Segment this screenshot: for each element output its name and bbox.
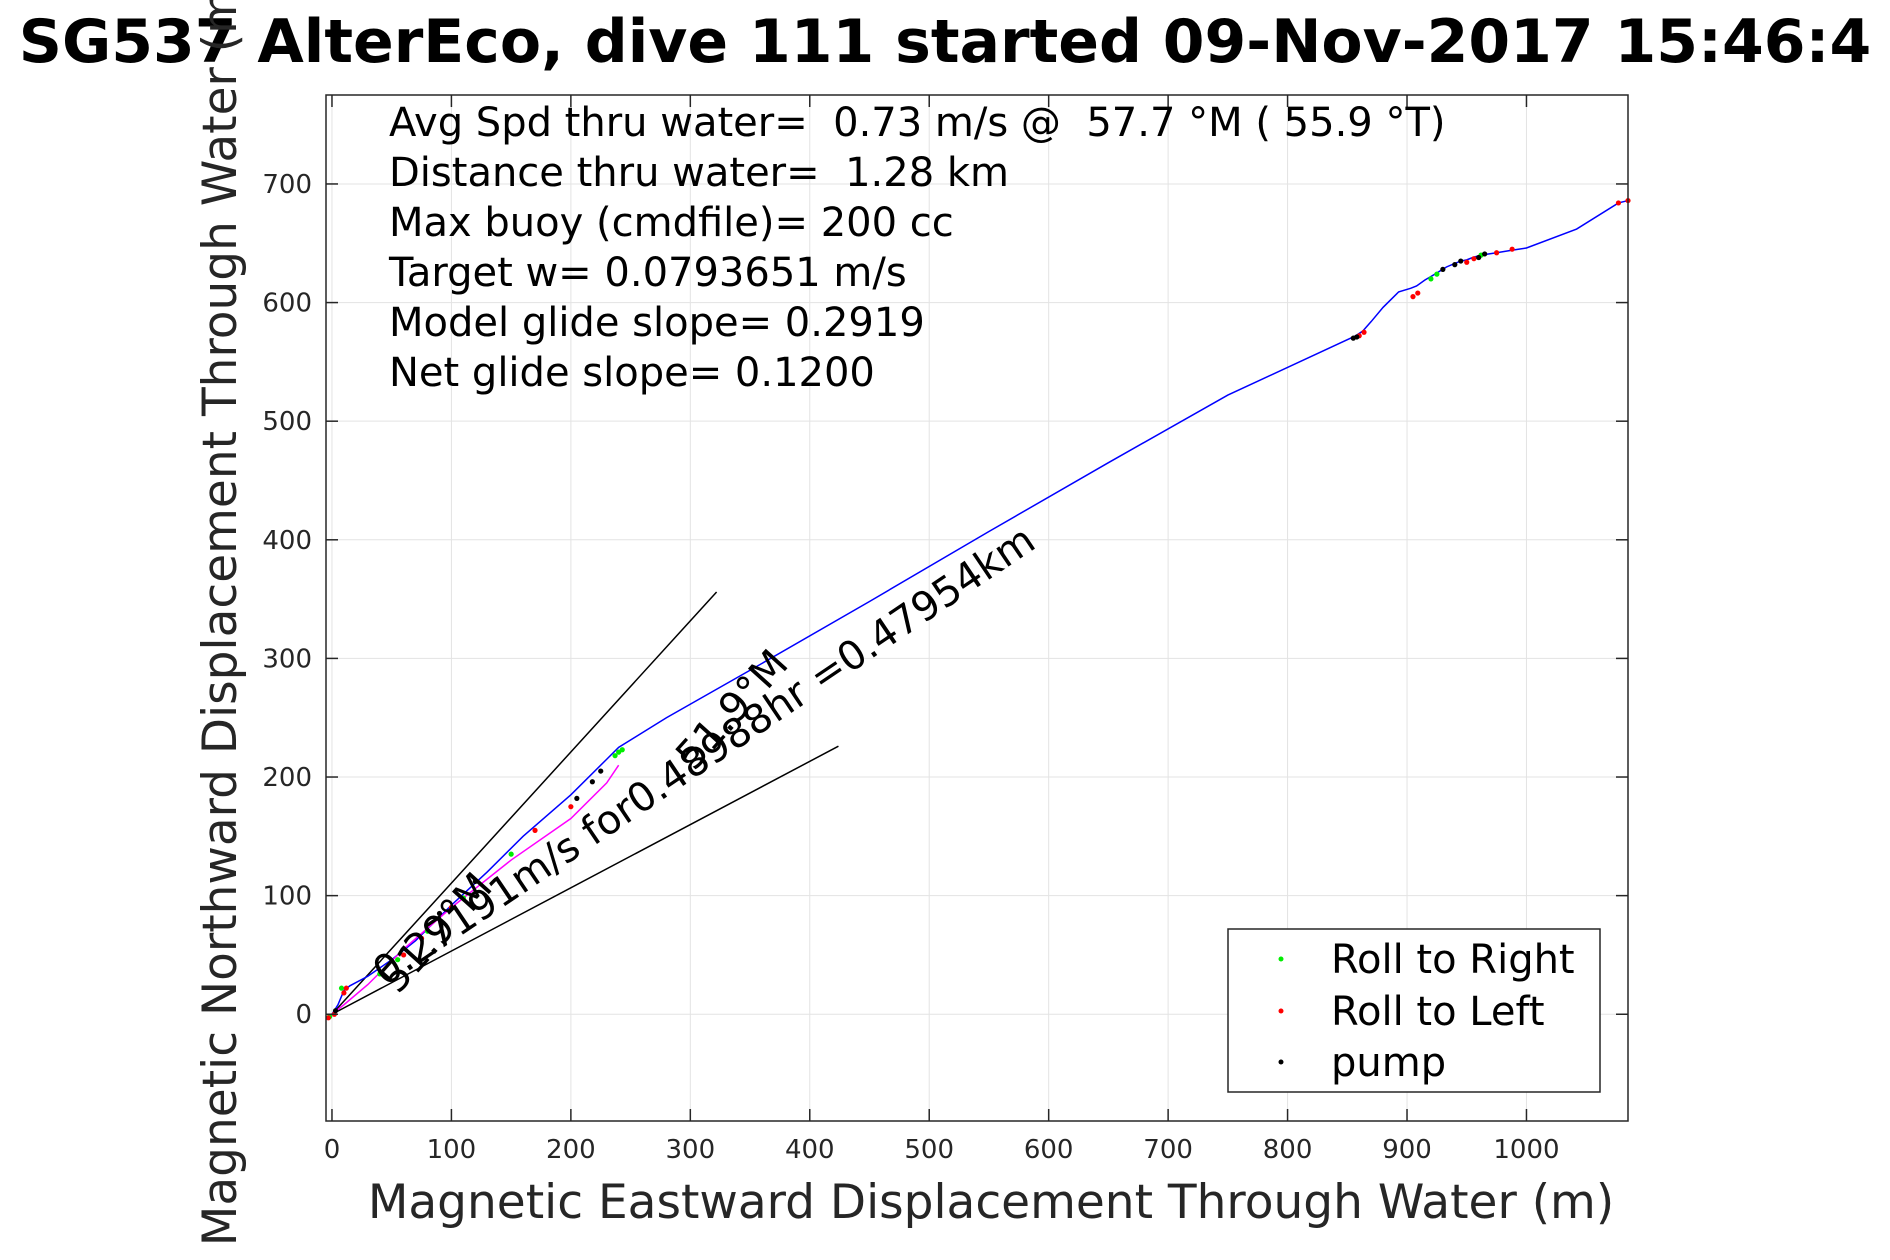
legend-box — [1227, 928, 1601, 1093]
point-pump — [332, 1008, 339, 1014]
x-tick-label: 1000 — [1493, 1135, 1559, 1165]
x-tick-label: 900 — [1382, 1135, 1432, 1165]
point-pump — [1482, 251, 1488, 257]
point-roll-to-right — [395, 957, 401, 963]
point-roll-to-left — [448, 904, 455, 911]
point-roll-to-right — [377, 971, 383, 977]
point-pump — [598, 768, 604, 774]
x-tick-label: 300 — [666, 1135, 716, 1165]
stat-model-glide-slope: Model glide slope= 0.2919 — [389, 300, 925, 346]
point-roll-to-left — [401, 952, 407, 958]
stats-block: Avg Spd thru water= 0.73 m/s @ 57.7 °M (… — [388, 100, 1445, 396]
point-roll-to-right — [1428, 276, 1434, 282]
y-tick-label: 0 — [295, 1000, 312, 1030]
point-roll-to-right — [1434, 271, 1440, 277]
point-roll-to-right — [338, 985, 345, 991]
legend: Roll to Right Roll to Left pump — [1227, 928, 1601, 1093]
point-roll-to-right — [460, 895, 466, 901]
grid — [326, 95, 1628, 1121]
point-pump — [1452, 262, 1458, 268]
y-tick-label: 300 — [262, 644, 312, 674]
x-tick-label: 400 — [785, 1135, 835, 1165]
point-roll-to-left — [1471, 256, 1477, 262]
point-roll-to-left — [343, 985, 349, 991]
legend-label-roll-right: Roll to Right — [1331, 937, 1575, 983]
point-roll-to-left — [1410, 294, 1416, 300]
x-axis-label: Magnetic Eastward Displacement Through W… — [368, 1175, 1614, 1230]
x-tick-label: 700 — [1143, 1135, 1193, 1165]
chart-title: SG537 AlterEco, dive 111 started 09-Nov-… — [19, 7, 1872, 77]
plot-area — [325, 197, 1631, 1021]
axis-ticks: 0 100 200 300 400 500 600 700 800 900 1000 0 100 200 3… — [262, 95, 1628, 1165]
x-tick-label: 500 — [904, 1135, 954, 1165]
x-tick-label: 800 — [1263, 1135, 1313, 1165]
y-tick-label: 700 — [262, 170, 312, 200]
point-pump — [589, 779, 595, 785]
point-roll-to-right — [612, 753, 618, 759]
point-pump — [472, 878, 478, 885]
point-roll-to-right — [619, 747, 625, 753]
point-roll-to-left — [418, 935, 425, 941]
point-roll-to-left — [568, 804, 574, 810]
glide-model-line — [327, 764, 620, 1019]
reference-line — [331, 591, 718, 1015]
x-tick-label: 200 — [546, 1135, 596, 1165]
point-pump — [436, 910, 443, 917]
point-pump — [1440, 266, 1446, 272]
stat-net-glide-slope: Net glide slope= 0.1200 — [389, 350, 875, 396]
point-pump — [1458, 258, 1464, 264]
y-axis-label: Magnetic Northward Displacement Through … — [193, 0, 248, 1246]
legend-marker-roll-right — [1278, 956, 1284, 962]
point-roll-to-left — [1494, 250, 1500, 256]
point-pump — [1476, 254, 1482, 261]
x-tick-label: 100 — [427, 1135, 477, 1165]
legend-marker-pump — [1278, 1059, 1284, 1065]
point-roll-to-left — [532, 827, 538, 833]
x-tick-label: 600 — [1024, 1135, 1074, 1165]
legend-label-pump: pump — [1331, 1040, 1446, 1086]
point-roll-to-left — [325, 1015, 331, 1021]
y-tick-label: 100 — [262, 882, 312, 912]
legend-label-roll-left: Roll to Left — [1331, 989, 1545, 1035]
stat-target-w: Target w= 0.0793651 m/s — [388, 250, 907, 296]
y-tick-label: 600 — [262, 289, 312, 319]
reference-line — [331, 745, 839, 1015]
point-pump — [1354, 334, 1360, 340]
point-roll-to-left — [1615, 200, 1622, 206]
point-roll-to-left — [1509, 246, 1515, 252]
axes-box — [325, 94, 1629, 1122]
stat-avg-speed: Avg Spd thru water= 0.73 m/s @ 57.7 °M (… — [389, 100, 1445, 146]
y-tick-label: 500 — [262, 407, 312, 437]
point-roll-to-left — [341, 990, 347, 996]
x-tick-label: 0 — [324, 1135, 341, 1165]
point-roll-to-left — [1415, 290, 1421, 296]
point-roll-to-right — [508, 851, 514, 857]
y-tick-label: 200 — [262, 763, 312, 793]
y-tick-label: 400 — [262, 526, 312, 556]
point-roll-to-left — [1361, 329, 1367, 335]
stat-max-buoy: Max buoy (cmdfile)= 200 cc — [389, 200, 954, 246]
point-roll-to-left — [1464, 259, 1470, 265]
point-roll-to-right — [424, 928, 431, 934]
legend-marker-roll-left — [1278, 1008, 1284, 1014]
point-pump — [574, 795, 580, 801]
stat-distance: Distance thru water= 1.28 km — [389, 150, 1009, 196]
